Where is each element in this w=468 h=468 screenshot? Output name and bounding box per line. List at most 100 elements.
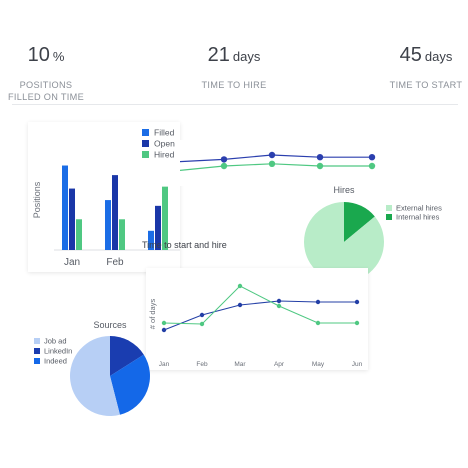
tts-x-tick-jun: Jun [352,361,363,368]
trend-point-1-2 [268,160,276,167]
tts-x-tick-may: May [312,361,325,368]
time-to-start-card [146,268,368,370]
positions-ylabel: Positions [32,181,42,218]
pie-slice-linkedin [110,336,144,376]
kpi-value: 45 days [382,44,468,67]
trend-line-1 [180,163,372,171]
time-trend-series [180,151,376,171]
kpi-divider [12,104,458,105]
legend-swatch-filled [142,129,149,136]
tts-series [161,283,360,333]
bar-open-mar [155,205,161,250]
time-trend-line-chart [180,151,376,171]
kpi-unit: days [232,49,261,64]
bar-open-feb [112,175,118,250]
kpi-label: TIME TO START [382,79,468,91]
pie-slice-job-ad [69,336,120,416]
positions-bar-chart: Positions Jan Feb Filled Open Hired [32,128,180,268]
kpi-number: 10 [27,44,50,66]
tts-point-0-5 [354,299,360,305]
kpi-label-line: FILLED ON TIME [7,92,84,102]
tts-x-tick-feb: Feb [196,361,208,368]
tts-point-0-3 [276,298,282,304]
legend-label-internal-hires: Internal hires [396,213,440,222]
hires-pie-chart: Hires External hires Internal hires [304,185,442,282]
bar-filled-feb [105,200,111,250]
trend-point-1-1 [220,162,228,170]
legend-swatch-internal-hires [386,214,392,220]
tts-line-1 [163,285,357,325]
trend-point-0-1 [220,156,228,163]
tts-x-tick-apr: Apr [274,361,285,368]
tts-point-0-0 [161,327,167,333]
kpi-positions-filled: 10% POSITIONS FILLED ON TIME [2,44,90,103]
bar-hired-mar [162,186,168,250]
trend-point-1-4 [368,162,376,170]
kpi-value: 10% [2,44,90,67]
tts-point-1-2 [237,283,243,289]
sources-title: Sources [93,320,127,330]
positions-card [28,122,180,272]
tts-point-0-1 [199,312,205,318]
legend-label-linkedin: LinkedIn [44,347,72,356]
tts-point-0-2 [237,302,243,308]
kpi-value: 21 days [190,44,278,67]
hires-legend: External hires Internal hires [386,204,442,222]
pie-slice-internal-hires [344,202,375,242]
bar-hired-feb [119,219,125,250]
kpi-unit: % [52,49,65,64]
legend-label-open: Open [154,139,175,149]
tts-x-tick-mar: Mar [234,361,246,368]
tts-point-1-3 [276,303,282,309]
kpi-label-line: TIME TO START [389,80,463,90]
positions-legend: Filled Open Hired [142,128,175,160]
trend-line-0 [180,154,372,163]
tts-point-1-4 [315,320,321,326]
tts-point-1-0 [161,320,167,326]
sources-slices [69,336,150,416]
x-tick-jan: Jan [64,257,80,268]
trend-card [180,140,392,186]
tts-point-1-5 [354,320,360,326]
tts-x-ticks: Jan Feb Mar Apr May Jun [159,361,363,368]
trend-point-0-3 [316,154,324,161]
legend-label-indeed: Indeed [44,357,67,366]
legend-label-hired: Hired [154,150,175,160]
legend-label-filled: Filled [154,128,175,138]
kpi-label: POSITIONS FILLED ON TIME [2,79,90,103]
tts-point-0-4 [315,299,321,305]
bar-filled-jan [62,165,68,250]
sources-legend: Job ad LinkedIn Indeed [34,337,72,366]
positions-bars [62,165,168,250]
bar-filled-mar [148,230,154,250]
bar-open-jan [69,188,75,250]
legend-label-external-hires: External hires [396,204,442,213]
bar-hired-jan [76,219,82,250]
pie-slice-external-hires [304,202,384,282]
time-to-start-line-chart: # of days Jan Feb Mar Apr May Jun [148,283,363,368]
hires-slices [304,202,384,282]
trend-point-1-3 [316,162,324,170]
legend-swatch-indeed [34,358,40,364]
kpi-label: TIME TO HIRE [190,79,278,91]
sources-pie-chart: Sources Job ad LinkedIn Indeed [34,320,150,416]
time-to-start-title-svg: Time to start and hire [142,240,227,250]
kpi-number: 21 [207,44,230,66]
tts-line-0 [163,300,357,331]
kpi-number: 45 [399,44,422,66]
trend-point-0-4 [368,154,376,161]
kpi-time-to-start: 45 days TIME TO START [382,44,468,91]
legend-swatch-open [142,140,149,147]
kpi-label-line: POSITIONS [19,80,73,90]
legend-swatch-hired [142,151,149,158]
hires-title: Hires [333,185,355,195]
kpi-time-to-hire: 21 days TIME TO HIRE [190,44,278,91]
tts-x-tick-jan: Jan [159,361,170,368]
time-to-start-and-hire-title: Time to start and hire [142,240,227,250]
tts-point-1-1 [199,321,205,327]
x-tick-feb: Feb [106,257,124,268]
legend-swatch-linkedin [34,348,40,354]
kpi-label-line: TIME TO HIRE [201,80,267,90]
trend-point-0-2 [268,151,276,159]
tts-ylabel: # of days [148,299,157,330]
